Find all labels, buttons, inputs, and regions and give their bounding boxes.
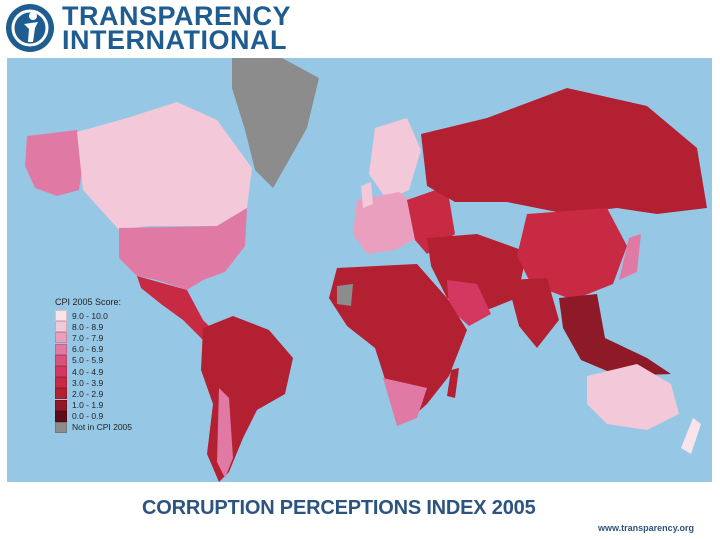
- header: TRANSPARENCY INTERNATIONAL: [0, 0, 720, 58]
- logo-text: TRANSPARENCY INTERNATIONAL: [62, 1, 292, 55]
- legend-swatch: [55, 343, 67, 355]
- region-scandinavia: [369, 118, 421, 200]
- legend: CPI 2005 Score: 9.0 - 10.0 8.0 - 8.9 7.0 -…: [55, 297, 165, 433]
- legend-label: 1.0 - 1.9: [72, 400, 104, 411]
- logo-line-1: TRANSPARENCY: [62, 1, 292, 31]
- region-canada: [77, 102, 252, 230]
- region-new-zealand: [681, 418, 701, 454]
- legend-item: 2.0 - 2.9: [55, 388, 165, 400]
- legend-label: 7.0 - 7.9: [72, 332, 104, 343]
- logo-line-2: INTERNATIONAL: [62, 25, 287, 55]
- legend-swatch: [55, 377, 67, 389]
- world-map-svg: [25, 58, 707, 482]
- legend-swatch: [55, 399, 67, 411]
- legend-rows: 9.0 - 10.0 8.0 - 8.9 7.0 - 7.9 6.0 - 6.9 5.0…: [55, 310, 165, 433]
- legend-swatch: [55, 332, 67, 344]
- legend-item: 3.0 - 3.9: [55, 377, 165, 389]
- region-usa: [119, 208, 247, 290]
- region-not-in-cpi-africa: [337, 284, 353, 306]
- legend-label: 8.0 - 8.9: [72, 321, 104, 332]
- legend-item: 7.0 - 7.9: [55, 332, 165, 344]
- region-mexico: [137, 276, 217, 340]
- legend-swatch: [55, 421, 67, 433]
- legend-item: 4.0 - 4.9: [55, 366, 165, 378]
- legend-swatch: [55, 321, 67, 333]
- map-title: CORRUPTION PERCEPTIONS INDEX 2005: [142, 497, 536, 519]
- region-india: [507, 278, 559, 348]
- legend-label: 2.0 - 2.9: [72, 388, 104, 399]
- website-link[interactable]: www.transparency.org: [598, 523, 695, 533]
- legend-swatch: [55, 310, 67, 322]
- region-russia: [421, 88, 707, 214]
- legend-swatch: [55, 388, 67, 400]
- legend-item: 6.0 - 6.9: [55, 343, 165, 355]
- legend-item: Not in CPI 2005: [55, 421, 165, 433]
- region-china: [517, 208, 627, 300]
- region-madagascar: [447, 368, 459, 398]
- region-southern-africa: [383, 378, 427, 426]
- legend-title: CPI 2005 Score:: [55, 297, 122, 307]
- legend-item: 0.0 - 0.9: [55, 410, 165, 422]
- legend-swatch: [55, 354, 67, 366]
- legend-label: 0.0 - 0.9: [72, 411, 104, 422]
- region-japan: [619, 234, 641, 280]
- legend-item: 1.0 - 1.9: [55, 399, 165, 411]
- region-western-europe: [353, 192, 421, 254]
- region-southeast-asia: [559, 294, 671, 376]
- region-alaska: [25, 130, 85, 196]
- region-uk: [361, 182, 373, 208]
- legend-label: 5.0 - 5.9: [72, 355, 104, 366]
- region-australia: [587, 364, 679, 430]
- legend-label: Not in CPI 2005: [72, 422, 133, 433]
- legend-label: 4.0 - 4.9: [72, 366, 104, 377]
- region-chile-uruguay: [217, 388, 233, 478]
- world-map: CPI 2005 Score: 9.0 - 10.0 8.0 - 8.9 7.0 -…: [7, 58, 712, 482]
- legend-item: 5.0 - 5.9: [55, 354, 165, 366]
- region-arabia: [447, 280, 491, 326]
- legend-swatch: [55, 410, 67, 422]
- legend-item: 9.0 - 10.0: [55, 310, 165, 322]
- region-greenland: [232, 58, 319, 188]
- legend-item: 8.0 - 8.9: [55, 321, 165, 333]
- ti-logo-icon: [6, 4, 54, 52]
- legend-label: 9.0 - 10.0: [72, 310, 108, 321]
- legend-label: 6.0 - 6.9: [72, 344, 104, 355]
- region-africa: [329, 264, 467, 420]
- legend-swatch: [55, 366, 67, 378]
- region-south-america: [201, 316, 293, 482]
- legend-label: 3.0 - 3.9: [72, 377, 104, 388]
